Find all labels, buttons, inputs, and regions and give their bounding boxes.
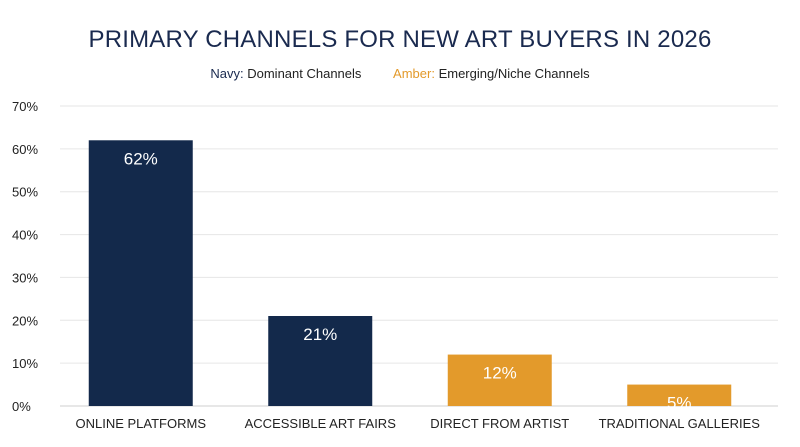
bar — [268, 316, 373, 406]
legend-text-dominant: Dominant Channels — [247, 66, 362, 81]
bar — [88, 140, 193, 407]
y-tick-label: 10% — [12, 356, 38, 371]
legend-text-emerging: Emerging/Niche Channels — [438, 66, 590, 81]
y-tick-label: 30% — [12, 270, 38, 285]
chart-title: PRIMARY CHANNELS FOR NEW ART BUYERS IN 2… — [88, 26, 712, 53]
x-category-label: DIRECT FROM ARTIST — [430, 416, 569, 431]
legend-key-navy: Navy: — [210, 66, 244, 81]
legend-item-emerging: Amber: Emerging/Niche Channels — [393, 66, 590, 81]
y-tick-label: 60% — [12, 142, 38, 157]
bar-value-label: 62% — [124, 149, 158, 168]
x-category-label: TRADITIONAL GALLERIES — [599, 416, 761, 431]
legend: Navy: Dominant Channels Amber: Emerging/… — [0, 66, 800, 81]
bar-value-label: 5% — [667, 394, 692, 413]
y-tick-label: 40% — [12, 228, 38, 243]
x-category-label: ACCESSIBLE ART FAIRS — [245, 416, 397, 431]
bar-value-label: 21% — [303, 325, 337, 344]
y-tick-label: 20% — [12, 313, 38, 328]
legend-key-amber: Amber: — [393, 66, 435, 81]
bar — [627, 384, 732, 406]
bar-value-label: 12% — [483, 364, 517, 383]
y-tick-label: 50% — [12, 185, 38, 200]
bar — [447, 354, 552, 406]
legend-item-dominant: Navy: Dominant Channels — [210, 66, 361, 81]
y-tick-label: 70% — [12, 99, 38, 114]
y-tick-label: 0% — [12, 399, 31, 414]
x-category-label: ONLINE PLATFORMS — [75, 416, 206, 431]
